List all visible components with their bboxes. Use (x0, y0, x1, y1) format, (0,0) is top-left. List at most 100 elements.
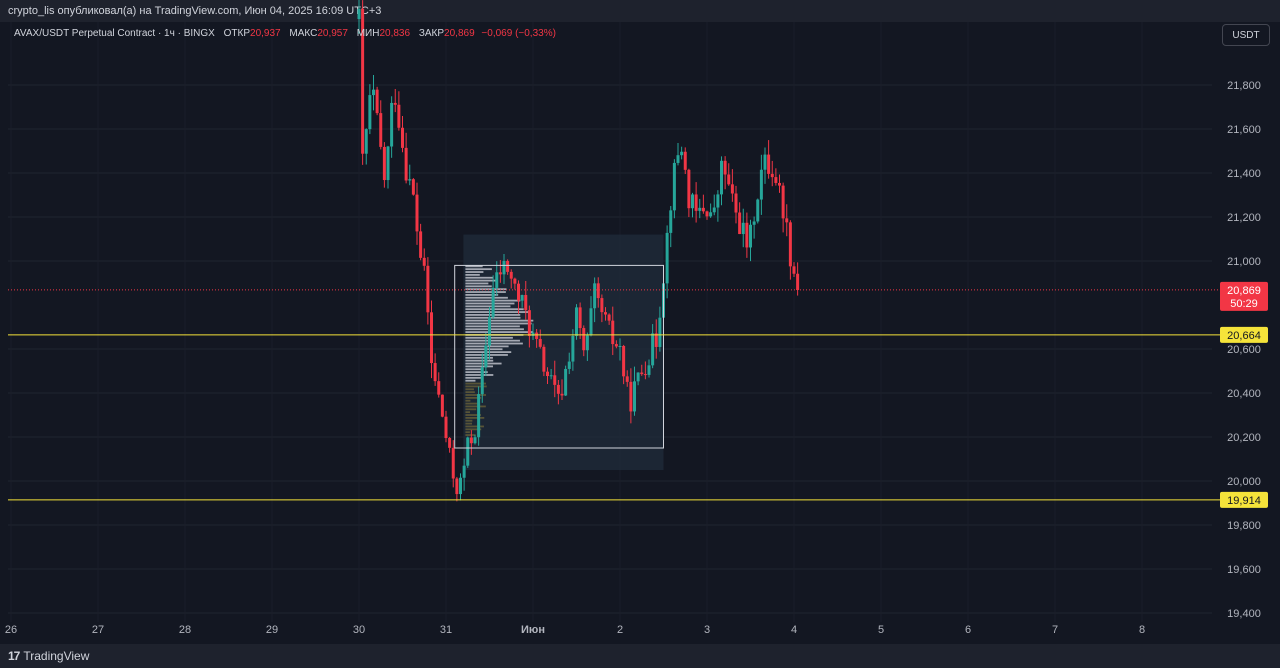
candle (513, 278, 517, 284)
candle (527, 310, 531, 337)
bar-countdown-label: 50:29 (1230, 298, 1258, 310)
candle (756, 199, 760, 222)
volume-profile-bar (465, 391, 475, 394)
candle (611, 320, 615, 345)
price-tick-label: 20,000 (1227, 476, 1261, 488)
volume-profile-bar (465, 311, 531, 313)
time-axis-area[interactable] (8, 622, 1212, 644)
candle (415, 194, 419, 232)
high-value: 20,957 (317, 28, 348, 39)
candle (564, 368, 568, 396)
footer: 17 TradingView (0, 644, 1280, 668)
candle (763, 154, 767, 170)
candle (633, 381, 636, 412)
time-tick-label: Июн (521, 624, 545, 636)
candle (567, 361, 571, 369)
volume-profile-bar (465, 328, 524, 331)
candle (701, 207, 705, 212)
volume-profile-bar (465, 428, 482, 431)
candle (796, 273, 800, 291)
candle (749, 224, 752, 248)
candle (654, 333, 658, 347)
volume-profile-bar (465, 356, 493, 359)
candle (578, 307, 582, 329)
candle (720, 160, 723, 195)
currency-button[interactable]: USDT (1222, 24, 1270, 46)
volume-profile-bar (465, 431, 470, 434)
candle (651, 333, 655, 366)
candle (596, 283, 600, 299)
volume-profile-bar (465, 399, 471, 402)
candle (517, 283, 520, 301)
candle (571, 335, 575, 362)
candle (600, 298, 604, 313)
volume-profile-bar (465, 282, 489, 285)
candle (705, 211, 709, 217)
time-tick-label: 27 (92, 624, 104, 636)
candle (614, 344, 618, 347)
time-tick-label: 6 (965, 624, 971, 636)
candle (393, 102, 397, 105)
candle (778, 182, 781, 186)
volume-profile-bar (465, 348, 503, 351)
candle (683, 151, 687, 170)
candle (694, 194, 698, 211)
candle (473, 437, 477, 444)
symbol-title[interactable]: AVAX/USDT Perpetual Contract · 1ч · BING… (14, 28, 215, 39)
candle (477, 394, 481, 438)
candle (382, 146, 386, 181)
candle (643, 374, 647, 376)
candle (727, 174, 731, 185)
candle (484, 345, 488, 368)
last-price-tag (1220, 281, 1268, 311)
candle (647, 365, 651, 375)
volume-profile-bar (465, 279, 498, 282)
volume-profile-bar (465, 294, 499, 296)
candle (752, 221, 756, 225)
volume-profile-bar (465, 388, 474, 391)
candle (502, 260, 506, 275)
price-tick-label: 19,400 (1227, 608, 1261, 620)
volume-profile-bar (465, 331, 533, 333)
price-tick-label: 21,000 (1227, 256, 1261, 268)
volume-profile-bar (465, 285, 492, 288)
candle (444, 416, 448, 439)
publish-header: crypto_lis опубликовал(а) на TradingView… (0, 0, 1280, 22)
candle (709, 212, 713, 217)
time-tick-label: 30 (353, 624, 365, 636)
tradingview-logo[interactable]: 17 TradingView (8, 649, 89, 663)
time-tick-label: 5 (878, 624, 884, 636)
time-tick-label: 7 (1052, 624, 1058, 636)
price-tick-label: 19,800 (1227, 520, 1261, 532)
publish-note: crypto_lis опубликовал(а) на TradingView… (8, 5, 382, 17)
price-scale-area[interactable] (1212, 22, 1280, 622)
candle (368, 95, 372, 130)
candle (538, 338, 542, 347)
volume-profile-bar (465, 359, 494, 362)
candle (636, 372, 640, 382)
candle (665, 232, 669, 284)
price-tick-label: 20,600 (1227, 344, 1261, 356)
low-value: 20,836 (379, 28, 411, 39)
volume-profile-bar (465, 422, 473, 425)
price-tick-label: 21,400 (1227, 168, 1261, 180)
volume-profile-bar (465, 425, 484, 428)
candle (401, 127, 404, 148)
candle (730, 184, 734, 194)
candle (404, 147, 408, 181)
candle (535, 332, 539, 339)
volume-profile-bar (465, 374, 494, 376)
candle (488, 317, 491, 346)
volume-profile-bar (465, 416, 485, 419)
volume-profile-bar (465, 411, 470, 414)
volume-profile-bar (465, 322, 532, 325)
candle (397, 104, 401, 128)
candle (531, 332, 535, 337)
candle (672, 162, 676, 211)
candle (607, 314, 611, 321)
candle (364, 129, 368, 154)
range-box[interactable] (454, 264, 665, 449)
candle (788, 222, 792, 267)
candle (593, 283, 597, 309)
